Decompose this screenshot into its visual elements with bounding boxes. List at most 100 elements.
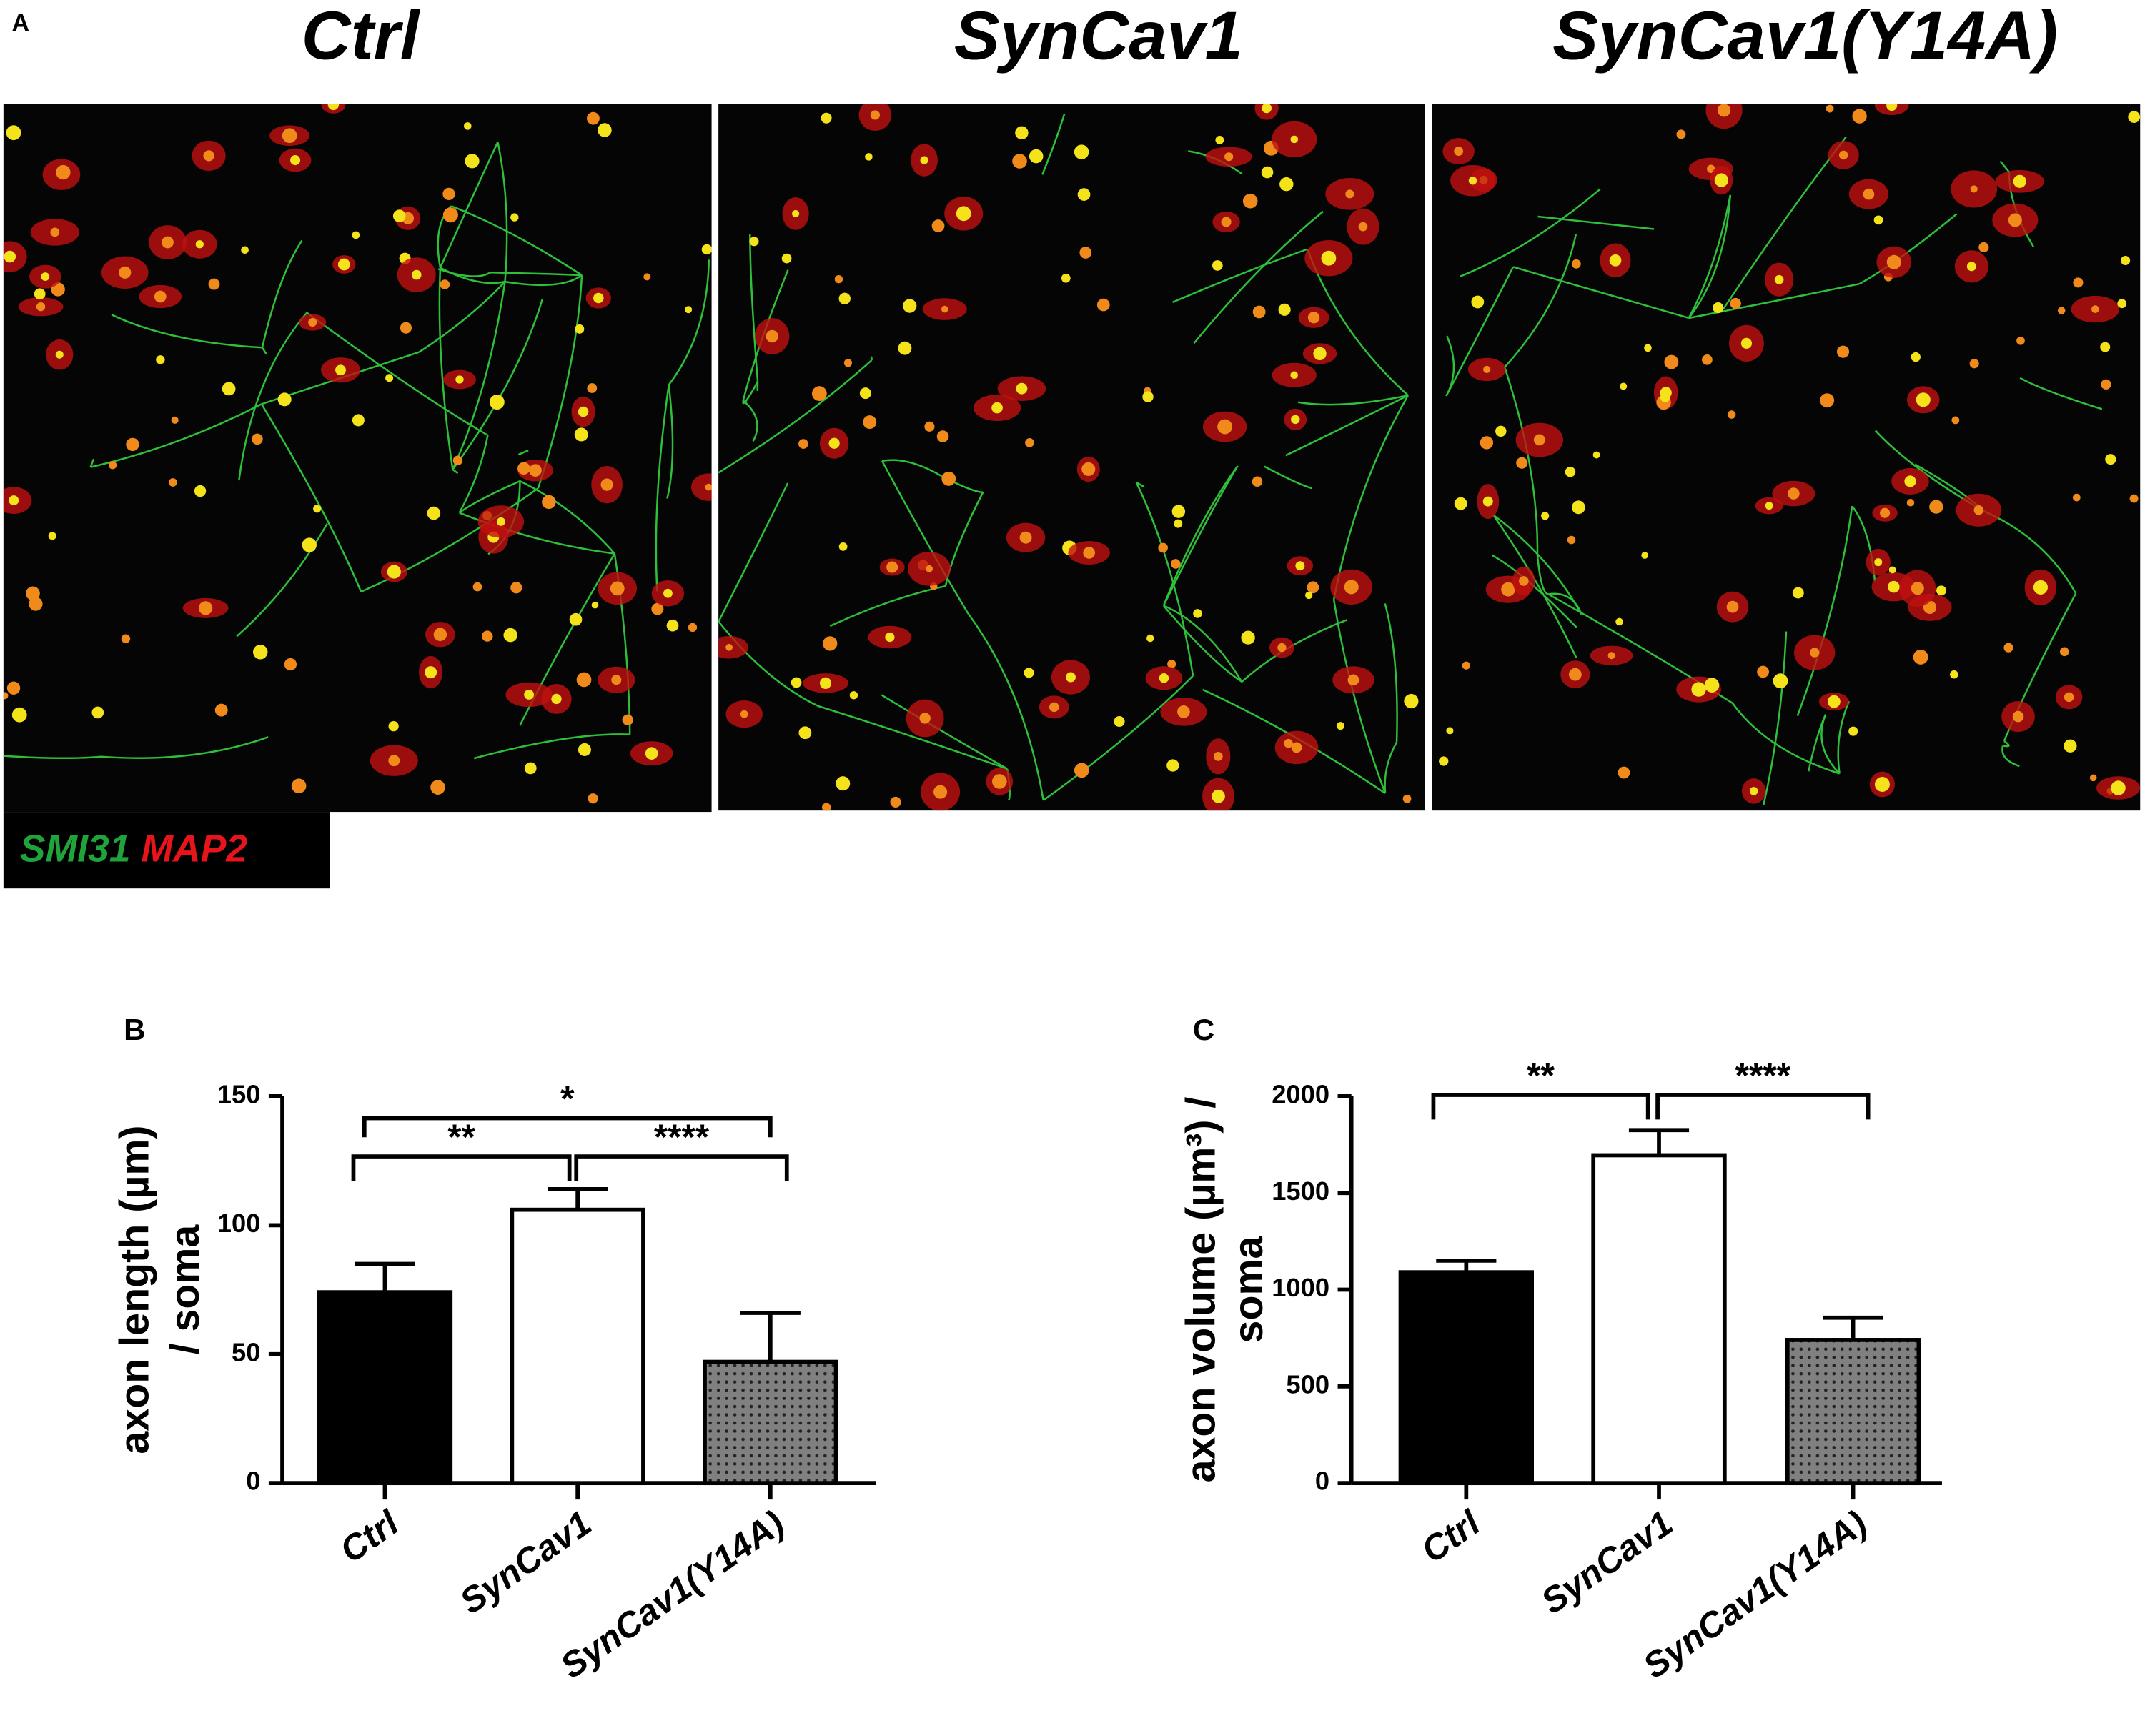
nucleus — [828, 437, 840, 449]
nucleus — [1880, 507, 1891, 518]
nucleus — [489, 395, 505, 410]
nucleus — [701, 244, 712, 255]
y-axis-label: soma — [1226, 1236, 1272, 1344]
nucleus — [1691, 682, 1706, 697]
nucleus — [1471, 295, 1485, 309]
neurite — [2000, 161, 2010, 173]
neurite — [111, 314, 262, 349]
nucleus — [335, 364, 346, 376]
nucleus — [1792, 587, 1804, 599]
significance-bracket — [362, 1116, 773, 1138]
nucleus — [2091, 305, 2099, 313]
nucleus — [1291, 742, 1302, 753]
nucleus — [1241, 630, 1255, 645]
neurite — [497, 142, 508, 282]
nucleus — [1888, 566, 1896, 574]
nucleus — [442, 187, 455, 201]
nucleus — [1730, 297, 1741, 309]
nucleus — [849, 691, 858, 700]
neurite — [1193, 210, 1324, 344]
neurite — [437, 268, 491, 277]
neurite — [742, 400, 758, 442]
stain-name: MAP2 — [141, 828, 247, 871]
neurite — [458, 480, 520, 514]
nucleus — [2008, 213, 2022, 227]
nucleus — [1951, 416, 1960, 425]
y-tick-label: 500 — [1286, 1369, 1329, 1399]
nucleus — [1081, 462, 1096, 476]
nucleus — [666, 619, 679, 632]
nucleus — [2064, 739, 2077, 753]
nucleus — [1664, 354, 1679, 369]
nucleus — [1641, 552, 1648, 559]
nucleus — [1676, 129, 1686, 139]
nucleus — [91, 706, 104, 719]
nucleus — [838, 542, 848, 551]
nucleus — [241, 246, 249, 254]
bar — [1785, 1338, 1921, 1486]
y-tick-label: 100 — [217, 1209, 261, 1238]
neurite — [1136, 481, 1145, 488]
nucleus — [1224, 152, 1234, 162]
nucleus — [1916, 392, 1931, 407]
nucleus — [823, 636, 838, 651]
nucleus — [2016, 336, 2025, 345]
significance-bracket — [1655, 1093, 1871, 1120]
nucleus — [611, 675, 622, 685]
nucleus — [1852, 109, 1867, 124]
neurite — [718, 620, 818, 707]
neurite — [360, 487, 539, 593]
nucleus — [924, 421, 935, 432]
significance-label: ** — [447, 1117, 475, 1157]
neurite — [1459, 188, 1601, 278]
x-tick-label: Ctrl — [332, 1502, 406, 1571]
nucleus — [1873, 215, 1883, 225]
nucleus — [290, 155, 301, 166]
nucleus — [931, 219, 945, 232]
nucleus — [643, 273, 651, 281]
nucleus — [198, 601, 213, 615]
neurite — [1504, 233, 1577, 368]
nucleus — [705, 483, 712, 491]
nucleus — [933, 785, 948, 799]
neurite — [1162, 465, 1239, 607]
nucleus — [926, 565, 933, 572]
nucleus — [430, 780, 445, 795]
nucleus — [529, 464, 542, 477]
nucleus — [870, 110, 880, 120]
nucleus — [169, 478, 177, 487]
x-tick-label: SynCav1 — [1534, 1503, 1680, 1622]
nucleus — [392, 209, 406, 222]
nucleus — [156, 355, 165, 364]
nucleus — [1618, 766, 1630, 779]
nucleus — [843, 359, 853, 367]
nucleus — [1480, 436, 1494, 450]
nucleus — [48, 532, 56, 540]
neurite — [1043, 675, 1194, 801]
significance-bracket — [351, 1154, 572, 1181]
bar — [1591, 1153, 1727, 1486]
nucleus — [1913, 649, 1928, 665]
nucleus — [749, 237, 759, 247]
nucleus — [433, 628, 447, 641]
nucleus — [2072, 493, 2081, 502]
nucleus — [1966, 262, 1976, 272]
nucleus — [1468, 176, 1477, 185]
nucleus — [1159, 673, 1169, 683]
y-tick-label: 1500 — [1272, 1176, 1329, 1206]
nucleus — [1284, 738, 1293, 748]
nucleus — [482, 630, 493, 642]
nucleus — [162, 236, 174, 249]
nucleus — [1446, 727, 1454, 735]
nucleus — [1213, 751, 1223, 761]
neurite — [1172, 248, 1308, 304]
nucleus — [1773, 673, 1788, 689]
nucleus — [576, 672, 592, 688]
nucleus — [1114, 715, 1125, 728]
neurite — [452, 281, 506, 470]
nucleus — [836, 776, 851, 791]
nucleus — [1567, 535, 1576, 545]
nucleus — [11, 707, 27, 723]
nucleus — [400, 322, 412, 334]
nucleus — [792, 209, 800, 218]
